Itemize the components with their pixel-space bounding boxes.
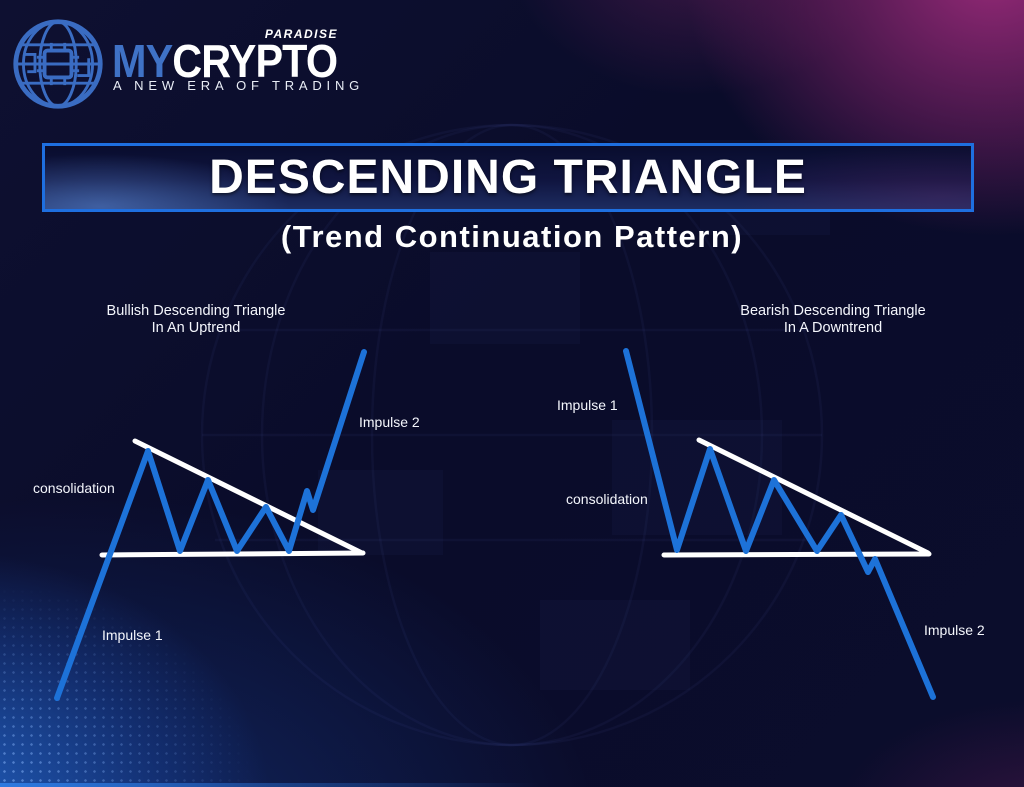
- bullish-diagram-title: Bullish Descending Triangle In An Uptren…: [107, 303, 286, 336]
- bearish-title-line1: Bearish Descending Triangle: [740, 303, 926, 319]
- mycrypto-globe-icon: [13, 19, 103, 109]
- bullish-title-line1: Bullish Descending Triangle: [106, 303, 286, 319]
- halftone-dots-decoration: [0, 587, 250, 787]
- logo-crypto-text: CRYPTO: [172, 35, 338, 87]
- page-subtitle: (Trend Continuation Pattern): [280, 219, 744, 254]
- bearish-price-line: [623, 348, 936, 700]
- bullish-price-line: [54, 349, 367, 701]
- logo-paradise-text: PARADISE: [264, 27, 338, 41]
- logo-my-text: MY: [112, 35, 173, 87]
- logo-tagline: A NEW ERA OF TRADING: [113, 78, 365, 93]
- bearish-impulse2-label: Impulse 2: [924, 622, 985, 638]
- page-title: DESCENDING TRIANGLE: [209, 151, 807, 204]
- title-banner: DESCENDING TRIANGLE: [42, 143, 974, 212]
- bearish-title-line2: In A Downtrend: [783, 319, 883, 336]
- bottom-accent-strip: [0, 783, 540, 787]
- logo-wordmark: MYCRYPTO: [112, 35, 338, 87]
- bullish-impulse2-label: Impulse 2: [359, 414, 420, 430]
- bullish-consolidation-label: consolidation: [33, 480, 115, 496]
- bullish-title-line2: In An Uptrend: [151, 319, 241, 336]
- bullish-descending-trendline: [132, 438, 365, 556]
- bearish-impulse1-label: Impulse 1: [557, 397, 618, 413]
- bearish-descending-trendline: [696, 437, 931, 556]
- bearish-consolidation-label: consolidation: [566, 491, 648, 507]
- bullish-support-line: [99, 550, 366, 558]
- bearish-diagram-title: Bearish Descending Triangle In A Downtre…: [740, 303, 925, 336]
- bearish-support-line: [661, 551, 932, 558]
- bullish-impulse1-label: Impulse 1: [102, 627, 163, 643]
